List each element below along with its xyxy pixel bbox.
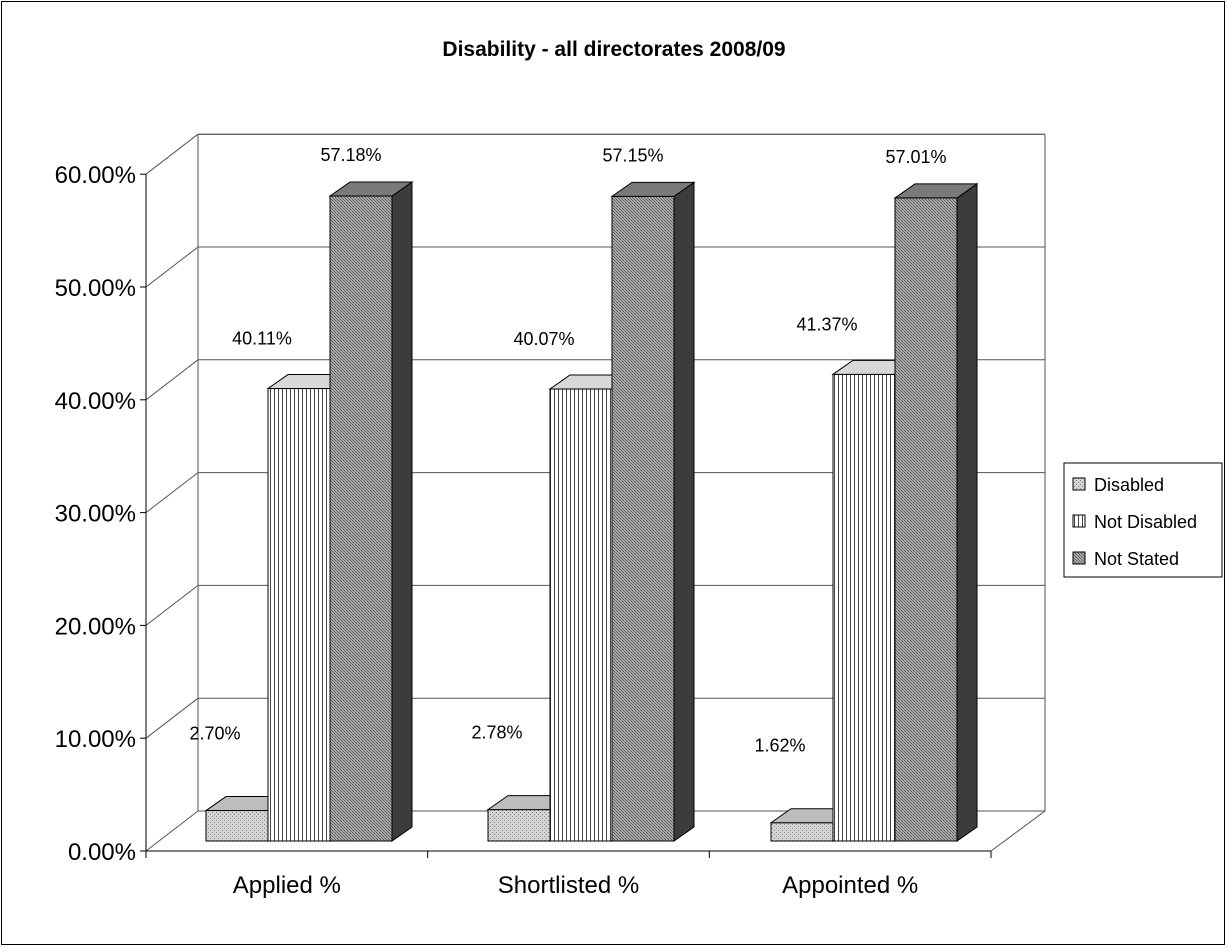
bar-side	[956, 182, 978, 842]
bar-front	[267, 388, 331, 842]
bars	[204, 181, 979, 842]
bar-top	[610, 181, 696, 197]
x-tick-label: Applied %	[233, 872, 341, 899]
data-label: 40.07%	[513, 329, 574, 349]
y-tick-label: 30.00%	[55, 501, 136, 528]
bar-front	[894, 197, 958, 842]
bar-side	[673, 181, 695, 842]
gridline-side	[145, 810, 199, 852]
gridline-side	[145, 697, 199, 739]
data-label: 2.78%	[471, 723, 522, 743]
bar-front	[549, 388, 613, 842]
gridline-side	[145, 246, 199, 288]
gridline-side	[145, 359, 199, 401]
bar-front	[205, 810, 269, 842]
data-label: 2.70%	[189, 724, 240, 744]
data-label: 57.18%	[320, 145, 381, 165]
legend-swatch	[1072, 477, 1086, 491]
data-label: 57.15%	[602, 145, 663, 165]
chart-title: Disability - all directorates 2008/09	[442, 38, 785, 61]
bar-front	[487, 809, 551, 842]
data-label: 41.37%	[796, 314, 857, 334]
gridline-side	[145, 133, 199, 175]
legend-label: Not Stated	[1094, 549, 1179, 569]
bar-top	[328, 181, 414, 197]
legend-box	[1063, 462, 1223, 578]
y-tick-label: 0.00%	[68, 839, 136, 866]
legend-label: Disabled	[1094, 475, 1164, 495]
floor-right	[990, 810, 1046, 852]
legend-label: Not Disabled	[1094, 512, 1197, 532]
y-tick-label: 50.00%	[55, 275, 136, 302]
y-tick-label: 60.00%	[55, 162, 136, 189]
bar-front	[611, 195, 675, 842]
legend-swatch	[1072, 514, 1086, 528]
data-label: 1.62%	[754, 736, 805, 756]
bar-front	[770, 822, 834, 842]
bar-side	[391, 181, 413, 842]
y-tick-label: 10.00%	[55, 726, 136, 753]
data-label: 40.11%	[232, 329, 292, 349]
legend-swatch	[1072, 551, 1086, 565]
gridline-side	[145, 585, 199, 626]
y-tick-label: 20.00%	[55, 613, 136, 640]
x-tick-label: Shortlisted %	[498, 872, 639, 899]
x-tick-label: Appointed %	[782, 872, 918, 899]
bar-top	[893, 183, 979, 199]
bar-front	[832, 373, 896, 842]
y-tick-label: 40.00%	[55, 388, 136, 415]
bar-front	[329, 195, 393, 842]
data-label: 57.01%	[885, 147, 946, 167]
gridline-side	[145, 472, 199, 513]
legend: Disabled Not Disabled Not Stated	[1063, 462, 1223, 578]
data-labels: 2.70% 2.78% 1.62% 40.11% 40.07% 41.37% 57.18% 5…	[189, 145, 946, 756]
